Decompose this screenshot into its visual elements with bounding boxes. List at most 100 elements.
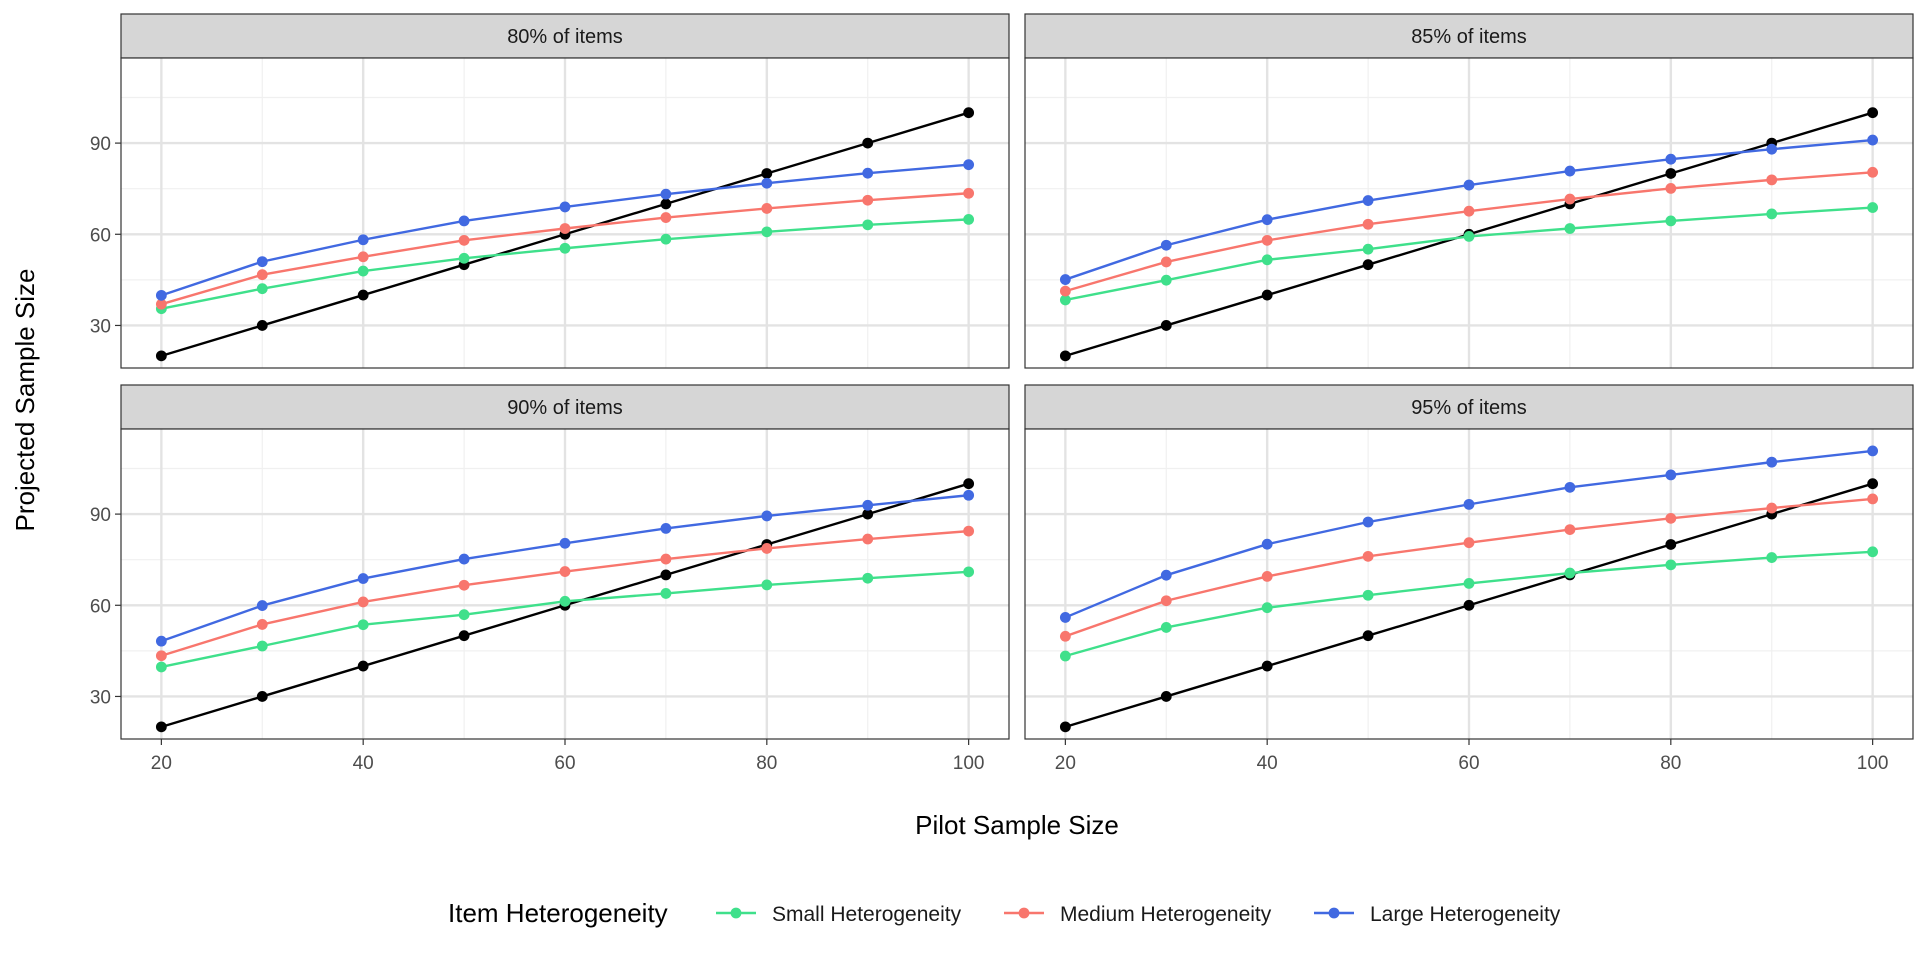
x-tick-label: 60 [1458,753,1479,774]
medium-heterogeneity-series-point [1665,512,1677,524]
medium-heterogeneity-series-point [1261,571,1273,582]
large-heterogeneity-series-point [458,553,470,565]
large-heterogeneity-series-point [1362,195,1374,206]
large-heterogeneity-series-point [357,573,369,584]
large-heterogeneity-series-point [660,522,672,534]
medium-heterogeneity-series-point [1766,174,1778,186]
x-tick-label: 40 [353,753,374,774]
reference-series-point [256,691,268,702]
small-heterogeneity-series-point [357,619,369,631]
large-heterogeneity-series-point [862,499,874,511]
reference-series-point [963,478,975,490]
x-tick-label: 40 [1257,753,1278,774]
large-heterogeneity-series-point [761,510,773,522]
large-heterogeneity-series-point [1766,143,1778,155]
large-heterogeneity-series-point [1665,153,1677,165]
medium-heterogeneity-series-point [155,650,167,662]
legend-small-heterogeneity: Small Heterogeneity [716,903,962,926]
large-heterogeneity-series-point [1261,214,1273,226]
large-heterogeneity-series-point [1261,538,1273,550]
reference-series-point [862,508,874,520]
reference-series-point [1160,320,1172,331]
y-tick-label: 90 [90,505,111,526]
facet-panel: 85% of items [1024,13,1914,369]
legend-title: Item Heterogeneity [448,898,668,928]
reference-series-point [1463,599,1475,611]
large-heterogeneity-series-point [963,489,975,501]
reference-series-point [862,137,874,149]
medium-heterogeneity-series-point [256,619,268,630]
small-heterogeneity-series-point [963,566,975,578]
small-heterogeneity-series-point [256,283,268,295]
medium-heterogeneity-series-point [1564,193,1576,205]
large-heterogeneity-series-point [963,159,975,171]
facet-panel: 80% of items 30 60 90 [90,13,1010,369]
reference-series-point [660,198,672,210]
small-heterogeneity-series-point [1362,243,1374,255]
large-heterogeneity-series-point [660,188,672,200]
medium-heterogeneity-series-point [1059,285,1071,297]
small-heterogeneity-series-point [1766,208,1778,220]
legend-medium-heterogeneity: Medium Heterogeneity [1004,903,1272,926]
reference-series-point [155,721,167,733]
legend: Item Heterogeneity Small Heterogeneity Med… [448,898,1561,928]
medium-heterogeneity-series-point [357,596,369,608]
reference-series-point [963,107,975,119]
medium-heterogeneity-series-point [1362,218,1374,230]
y-tick-label: 30 [90,316,111,337]
medium-heterogeneity-series-point [256,269,268,281]
small-heterogeneity-series-point [1867,202,1879,213]
reference-series-point [1867,478,1879,490]
small-heterogeneity-series-point [1867,546,1879,558]
y-tick-label: 60 [90,225,111,246]
large-heterogeneity-series-point [1463,498,1475,510]
large-heterogeneity-series-point [1766,456,1778,468]
small-heterogeneity-series-point [660,233,672,245]
facet-panel: 90% of items 30 60 90 20 40 60 80 100 [90,384,1010,774]
small-heterogeneity-series-point [1160,274,1172,286]
reference-series-point [1867,107,1879,119]
reference-series-point [458,630,470,642]
x-tick-label: 80 [756,753,777,774]
large-heterogeneity-series-point [1564,481,1576,493]
facet-label: 80% of items [507,26,623,48]
medium-heterogeneity-series-point [1766,502,1778,514]
reference-series-point [1665,539,1677,550]
medium-heterogeneity-series-point [357,251,369,263]
medium-heterogeneity-series-point [458,234,470,246]
large-heterogeneity-series-point [1463,179,1475,191]
facet-label: 90% of items [507,397,623,419]
small-heterogeneity-series-point [1463,231,1475,242]
x-tick-label: 100 [953,753,985,774]
large-heterogeneity-series-point [761,177,773,189]
medium-heterogeneity-series-point [963,525,975,537]
small-heterogeneity-series-point [155,661,167,673]
large-heterogeneity-series-point [1059,612,1071,623]
x-tick-label: 60 [554,753,575,774]
small-heterogeneity-series-point [1564,567,1576,579]
reference-series-point [1261,660,1273,672]
panel-border [120,57,1010,369]
reference-series-point [1160,691,1172,702]
medium-heterogeneity-series-point [559,223,571,234]
small-heterogeneity-series-point [761,226,773,238]
medium-heterogeneity-series-point [660,553,672,565]
medium-heterogeneity-series-point [1362,550,1374,562]
medium-heterogeneity-series-point [1867,166,1879,178]
small-heterogeneity-series-point [660,588,672,599]
reference-series-point [357,289,369,301]
medium-heterogeneity-series-point [1867,493,1879,505]
large-heterogeneity-series-point [256,600,268,611]
small-heterogeneity-series-point [559,242,571,254]
small-heterogeneity-series-point [1665,559,1677,571]
small-heterogeneity-series-point [357,265,369,277]
small-heterogeneity-series-point [1463,577,1475,589]
reference-series-point [1261,289,1273,301]
y-tick-label: 60 [90,596,111,617]
reference-series-point [761,168,773,179]
large-heterogeneity-series-point [357,234,369,246]
large-heterogeneity-series-point [1564,165,1576,177]
y-axis-title: Projected Sample Size [10,268,40,531]
legend-entry-label: Medium Heterogeneity [1060,903,1272,926]
x-tick-label: 20 [151,753,172,774]
